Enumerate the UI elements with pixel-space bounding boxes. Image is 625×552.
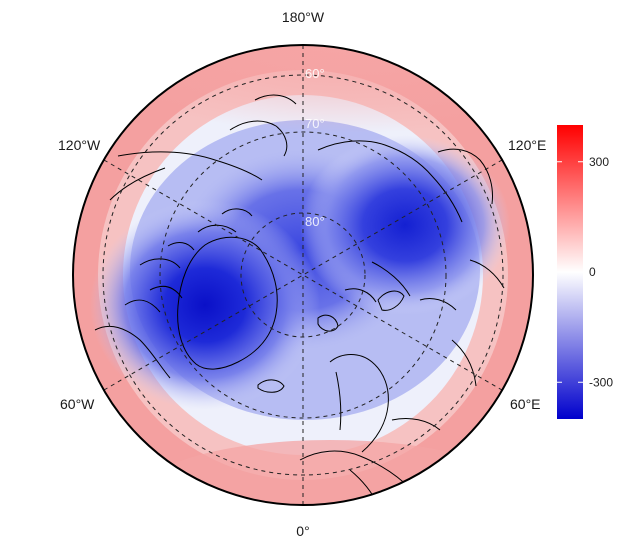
- siberia-low: [300, 135, 510, 315]
- lon-label-top: 180°W: [282, 9, 325, 25]
- graticule: [102, 45, 504, 505]
- colorbar-ticks: 300 0 -300: [557, 155, 613, 389]
- lon-label-lower-right: 60°E: [510, 396, 541, 412]
- lat-circle-70: [159, 131, 447, 419]
- lat-label-70: 70°: [305, 116, 325, 131]
- lat-circle-60: [102, 74, 504, 476]
- colorbar-tick-label: 300: [589, 155, 609, 169]
- novaya-zemlya-coast: [377, 290, 405, 311]
- iceland-coast: [257, 379, 285, 393]
- lon-label-upper-right: 120°E: [508, 137, 546, 153]
- russia-inland-coast: [419, 259, 505, 387]
- lon-label-lower-left: 60°W: [60, 396, 95, 412]
- lon-label-bottom: 0°: [296, 523, 309, 539]
- colorbar: 300 0 -300: [557, 125, 613, 419]
- north-america-coast: [94, 151, 263, 379]
- lon-label-upper-left: 120°W: [58, 137, 101, 153]
- siberia-coast: [317, 140, 493, 303]
- coastlines: [94, 94, 505, 505]
- alaska-coast: [229, 94, 297, 157]
- anomaly-field: [73, 45, 533, 505]
- europe-high: [140, 440, 520, 505]
- greenland-low: [90, 200, 320, 410]
- svalbard-coast: [317, 314, 339, 332]
- scandinavia-coast: [329, 354, 389, 453]
- lat-label-80: 80°: [305, 214, 325, 229]
- map-boundary: [72, 44, 534, 506]
- colorbar-tick-label: -300: [589, 375, 613, 389]
- pacific-high: [110, 45, 533, 140]
- greenland-coast: [177, 236, 278, 370]
- lat-label-60: 60°: [305, 66, 325, 81]
- colorbar-tick-label: 0: [589, 265, 596, 279]
